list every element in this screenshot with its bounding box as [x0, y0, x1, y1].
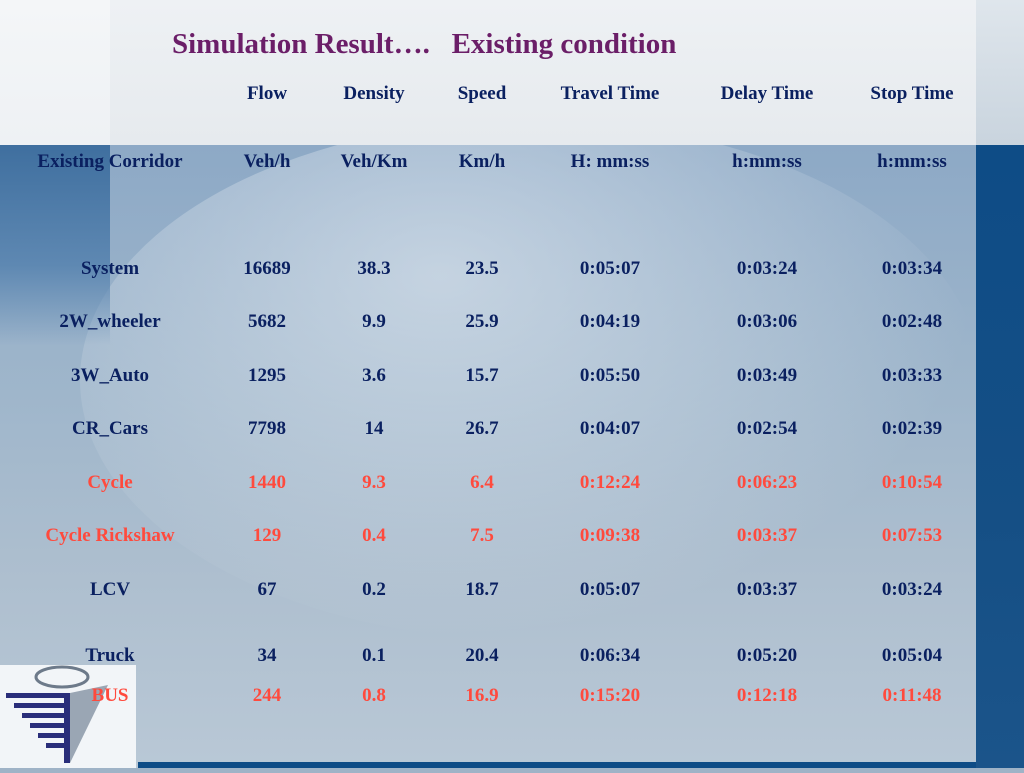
cell-density: 0.4: [362, 525, 386, 546]
slide-title: Simulation Result…. Existing condition: [172, 28, 677, 60]
cell-density: 3.6: [362, 365, 386, 386]
cell-delay-time: 0:03:37: [736, 579, 798, 600]
cell-delay-time: 0:06:23: [736, 472, 798, 493]
cell-density: 0.2: [362, 579, 386, 600]
cell-speed: 25.9: [465, 311, 499, 332]
cell-flow: 5682: [248, 311, 286, 332]
column-header-speed: Speed: [457, 83, 507, 104]
cell-delay-time: 0:03:24: [736, 258, 798, 279]
cell-stop-time: 0:07:53: [881, 525, 943, 546]
cell-density: 9.3: [362, 472, 386, 493]
background-top-left: [0, 0, 110, 145]
cell-speed: 16.9: [465, 685, 499, 706]
unit-travel-time: H: mm:ss: [570, 151, 650, 172]
cell-speed: 6.4: [470, 472, 494, 493]
column-header-flow: Flow: [246, 83, 288, 104]
cell-speed: 23.5: [465, 258, 499, 279]
cell-stop-time: 0:03:33: [881, 365, 943, 386]
cell-flow: 7798: [248, 418, 286, 439]
cell-speed: 20.4: [465, 645, 499, 666]
cell-travel-time: 0:12:24: [579, 472, 641, 493]
cell-flow: 129: [252, 525, 282, 546]
cell-density: 38.3: [357, 258, 391, 279]
row-label: System: [80, 258, 140, 279]
cell-flow: 1295: [248, 365, 286, 386]
cell-stop-time: 0:03:34: [881, 258, 943, 279]
cell-density: 0.8: [362, 685, 386, 706]
organization-logo-icon: [0, 665, 136, 768]
cell-flow: 1440: [248, 472, 286, 493]
cell-travel-time: 0:05:07: [579, 258, 641, 279]
cell-delay-time: 0:02:54: [736, 418, 798, 439]
cell-density: 9.9: [362, 311, 386, 332]
cell-travel-time: 0:06:34: [579, 645, 641, 666]
unit-stop-time: h:mm:ss: [877, 151, 947, 172]
cell-delay-time: 0:03:49: [736, 365, 798, 386]
background-left-shade: [0, 145, 110, 345]
cell-travel-time: 0:04:07: [579, 418, 641, 439]
row-label: 3W_Auto: [70, 365, 150, 386]
unit-flow: Veh/h: [243, 151, 291, 172]
column-header-density: Density: [343, 83, 405, 104]
bottom-accent-line: [138, 762, 976, 768]
background-right-stripe: [976, 145, 1024, 768]
column-header-travel-time: Travel Time: [560, 83, 660, 104]
cell-density: 14: [364, 418, 384, 439]
column-header-stop-time: Stop Time: [870, 83, 954, 104]
cell-stop-time: 0:02:48: [881, 311, 943, 332]
cell-stop-time: 0:10:54: [881, 472, 943, 493]
cell-speed: 18.7: [465, 579, 499, 600]
row-label: LCV: [89, 579, 131, 600]
cell-delay-time: 0:03:37: [736, 525, 798, 546]
unit-speed: Km/h: [458, 151, 506, 172]
row-label: 2W_wheeler: [59, 311, 161, 332]
cell-travel-time: 0:05:07: [579, 579, 641, 600]
cell-flow: 34: [257, 645, 277, 666]
cell-travel-time: 0:15:20: [579, 685, 641, 706]
cell-flow: 244: [252, 685, 282, 706]
column-header-delay-time: Delay Time: [720, 83, 814, 104]
cell-flow: 16689: [243, 258, 291, 279]
background-arc: [80, 120, 980, 640]
row-label: Truck: [85, 645, 135, 666]
background-right-top: [976, 0, 1024, 145]
units-row-label: Existing Corridor: [37, 151, 183, 172]
cell-delay-time: 0:05:20: [736, 645, 798, 666]
unit-delay-time: h:mm:ss: [732, 151, 802, 172]
cell-flow: 67: [257, 579, 277, 600]
cell-stop-time: 0:05:04: [881, 645, 943, 666]
row-label: Cycle: [87, 472, 133, 493]
cell-stop-time: 0:11:48: [882, 685, 942, 706]
cell-speed: 7.5: [470, 525, 494, 546]
cell-delay-time: 0:03:06: [736, 311, 798, 332]
cell-speed: 26.7: [465, 418, 499, 439]
unit-density: Veh/Km: [340, 151, 408, 172]
background-top-panel: [110, 0, 976, 145]
cell-travel-time: 0:05:50: [579, 365, 641, 386]
cell-delay-time: 0:12:18: [736, 685, 798, 706]
cell-stop-time: 0:02:39: [881, 418, 943, 439]
cell-travel-time: 0:04:19: [579, 311, 641, 332]
cell-speed: 15.7: [465, 365, 499, 386]
cell-stop-time: 0:03:24: [881, 579, 943, 600]
cell-travel-time: 0:09:38: [579, 525, 641, 546]
cell-density: 0.1: [362, 645, 386, 666]
row-label: BUS: [91, 685, 129, 706]
row-label: CR_Cars: [72, 418, 148, 439]
row-label: Cycle Rickshaw: [45, 525, 175, 546]
